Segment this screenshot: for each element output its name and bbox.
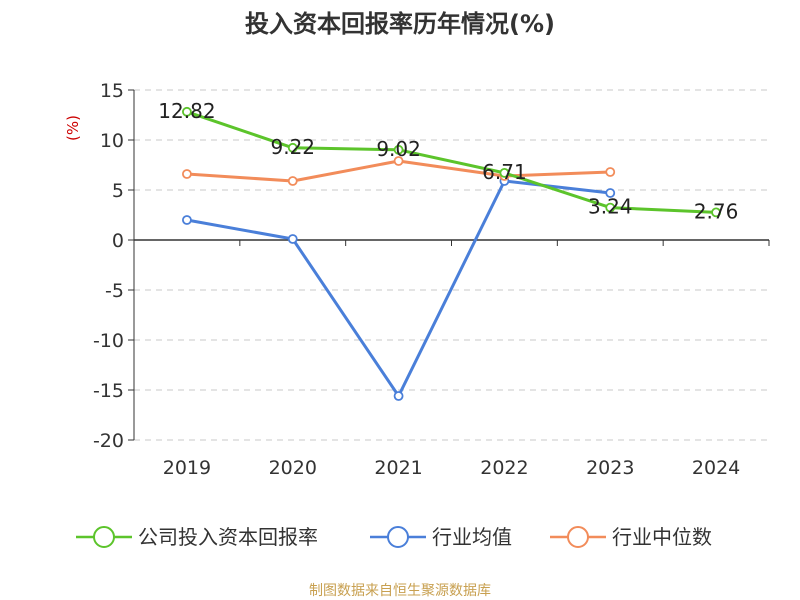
series-line — [186, 110, 717, 214]
y-tick-label: 0 — [112, 230, 124, 252]
series-lines — [182, 106, 721, 401]
legend[interactable]: 公司投入资本回报率 行业均值 行业中位数 — [76, 525, 712, 549]
x-tick-label: 2022 — [480, 457, 528, 479]
y-tick-label: 5 — [112, 180, 124, 202]
x-tick-label: 2021 — [374, 457, 422, 479]
legend-marker-icon — [567, 526, 589, 548]
chart-title: 投入资本回报率历年情况(%) — [245, 10, 555, 38]
legend-label: 公司投入资本回报率 — [138, 525, 318, 549]
data-point[interactable] — [287, 176, 298, 186]
legend-item[interactable]: 行业中位数 — [550, 525, 712, 549]
data-point[interactable] — [393, 144, 404, 155]
data-labels: 12.82 9.22 9.02 6.71 3.24 2.76 — [158, 99, 738, 224]
data-label: 6.71 — [482, 160, 527, 184]
y-tick-label: -5 — [105, 280, 124, 302]
data-label: 9.22 — [270, 135, 315, 159]
data-point[interactable] — [393, 391, 404, 401]
x-axis: 2019 2020 2021 2022 2023 2024 — [133, 239, 770, 479]
data-point[interactable] — [605, 167, 616, 177]
y-tick-label: -15 — [93, 380, 124, 402]
data-point[interactable] — [182, 169, 192, 179]
data-point[interactable] — [182, 215, 192, 225]
legend-marker-icon — [387, 526, 409, 548]
source-note: 制图数据来自恒生聚源数据库 — [309, 583, 491, 599]
data-point[interactable] — [393, 156, 404, 166]
y-tick-label: 10 — [100, 130, 124, 152]
data-point[interactable] — [605, 188, 616, 198]
x-tick-label: 2024 — [692, 457, 740, 479]
legend-marker-icon — [93, 526, 115, 548]
data-label: 12.82 — [158, 99, 215, 123]
data-point[interactable] — [287, 234, 298, 244]
grid-lines — [134, 89, 769, 441]
legend-item[interactable]: 行业均值 — [370, 525, 512, 549]
data-point[interactable] — [499, 167, 510, 178]
data-point[interactable] — [711, 207, 721, 218]
data-point[interactable] — [605, 202, 616, 213]
data-label: 9.02 — [376, 137, 421, 161]
y-tick-label: -10 — [93, 330, 124, 352]
x-tick-label: 2020 — [269, 457, 317, 479]
x-tick-label: 2023 — [586, 457, 634, 479]
data-label: 2.76 — [694, 199, 739, 223]
legend-label: 行业中位数 — [612, 525, 712, 549]
y-axis-ticks: 15 10 5 0 -5 -10 -15 -20 — [93, 80, 135, 452]
y-tick-label: 15 — [100, 80, 124, 102]
legend-label: 行业均值 — [432, 525, 512, 549]
data-point[interactable] — [287, 142, 298, 153]
y-tick-label: -20 — [93, 430, 124, 452]
legend-item[interactable]: 公司投入资本回报率 — [76, 525, 318, 549]
x-tick-label: 2019 — [163, 457, 211, 479]
series-line — [186, 179, 611, 398]
data-label: 3.24 — [588, 195, 633, 219]
data-point[interactable] — [182, 106, 192, 117]
y-axis-unit: (%) — [64, 115, 82, 141]
